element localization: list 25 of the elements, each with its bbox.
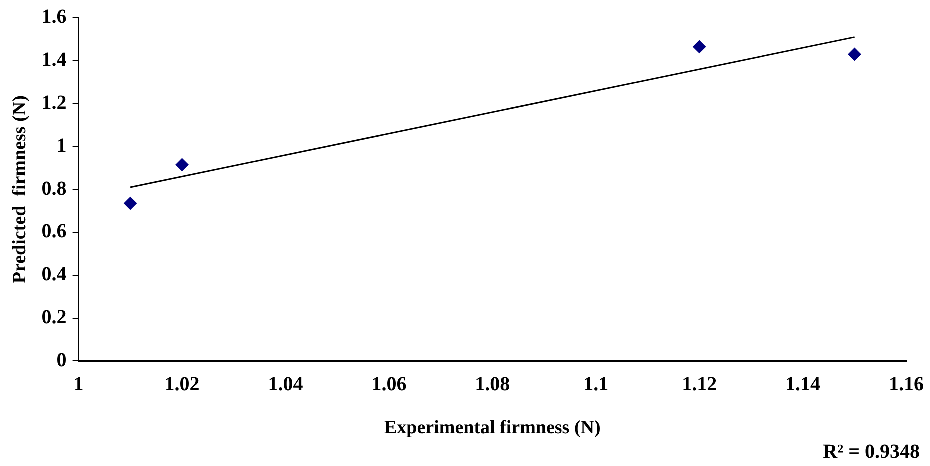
y-tick-label: 1.6: [42, 6, 67, 28]
x-tick-label: 1.08: [475, 373, 510, 396]
y-tick-label: 1.2: [42, 92, 67, 114]
point: [848, 48, 862, 61]
x-tick-label: 1: [74, 373, 84, 396]
y-axis-title: Predicted firmness (N): [9, 96, 30, 284]
point: [124, 197, 138, 210]
x-tick-label: 1.12: [682, 373, 718, 396]
x-tick-label: 1.04: [268, 373, 304, 396]
x-tick-label: 1.06: [372, 373, 407, 396]
x-tick-label: 1.1: [584, 373, 609, 396]
y-tick-label: 0.8: [42, 178, 67, 200]
y-tick-label: 1.4: [42, 49, 67, 72]
x-axis-title: Experimental firmness (N): [384, 418, 601, 439]
point: [176, 158, 189, 172]
y-tick-label: 0: [56, 349, 67, 372]
x-tick-label: 1.14: [786, 373, 821, 396]
y-tick-label: 0.4: [42, 264, 67, 286]
text: R² = 0.9348: [823, 441, 920, 463]
y-tick-label: 0.6: [42, 220, 67, 243]
point: [693, 40, 706, 54]
y-tick-label: 0.2: [42, 306, 67, 328]
x-tick-label: 1.16: [889, 373, 924, 396]
x-tick-label: 1.02: [164, 373, 200, 396]
y-tick-label: 1: [56, 134, 67, 157]
